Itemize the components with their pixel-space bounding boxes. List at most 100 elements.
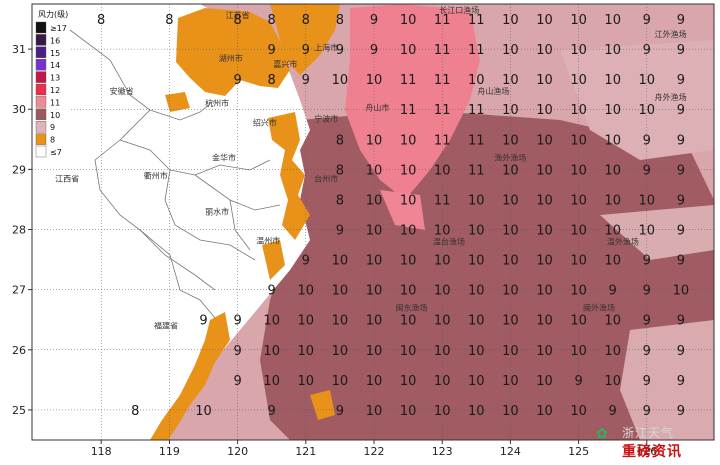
legend-swatch bbox=[35, 83, 47, 96]
wind-force-value: 10 bbox=[570, 254, 587, 269]
wind-force-value: 9 bbox=[370, 43, 378, 58]
wind-force-value: 9 bbox=[302, 73, 310, 88]
wind-force-value: 9 bbox=[643, 314, 651, 329]
wind-force-value: 8 bbox=[97, 13, 105, 28]
wind-force-value: 8 bbox=[336, 163, 344, 178]
wind-force-value: 9 bbox=[677, 254, 685, 269]
wind-force-value: 8 bbox=[268, 13, 276, 28]
wind-force-value: 8 bbox=[336, 193, 344, 208]
wind-force-value: 10 bbox=[366, 224, 383, 239]
wind-force-value: 9 bbox=[336, 43, 344, 58]
wind-force-value: 10 bbox=[400, 404, 417, 419]
legend-swatch bbox=[35, 21, 47, 34]
wind-force-value: 9 bbox=[643, 284, 651, 299]
place-label: 金华市 bbox=[212, 152, 236, 162]
wind-force-value: 9 bbox=[677, 374, 685, 389]
legend-item-label: 10 bbox=[50, 111, 60, 120]
latitude-axis: 31 30 29 28 27 26 25 bbox=[12, 43, 32, 417]
wind-force-value: 10 bbox=[502, 73, 519, 88]
wind-force-value: 10 bbox=[366, 284, 383, 299]
place-label: 渔外渔场 bbox=[494, 152, 526, 162]
wind-force-value: 9 bbox=[643, 254, 651, 269]
wind-force-value: 10 bbox=[468, 374, 485, 389]
wind-force-value: 10 bbox=[298, 284, 315, 299]
wind-force-value: 10 bbox=[536, 374, 553, 389]
wind-force-value: 11 bbox=[434, 103, 451, 118]
longitude-axis: 118 119 120 121 122 123 124 125 126 bbox=[91, 440, 657, 458]
wind-force-value: 10 bbox=[502, 284, 519, 299]
wind-force-value: 10 bbox=[604, 163, 621, 178]
wind-force-value: 10 bbox=[639, 73, 656, 88]
place-label: 闽外渔场 bbox=[583, 303, 615, 313]
x-tick-label: 123 bbox=[432, 445, 453, 458]
x-tick-label: 122 bbox=[364, 445, 385, 458]
legend: 风力(级) ≥17 16 15 14 13 12 11 10 9 8 ≤7 bbox=[33, 5, 69, 163]
legend-swatch bbox=[35, 108, 47, 121]
place-label: 嘉兴市 bbox=[273, 59, 297, 69]
wind-force-value: 11 bbox=[468, 13, 485, 28]
wind-force-value: 9 bbox=[199, 314, 207, 329]
place-label: 温外渔场 bbox=[607, 237, 639, 247]
wind-force-value: 10 bbox=[263, 374, 280, 389]
wind-force-value: 9 bbox=[302, 43, 310, 58]
wind-force-value: 10 bbox=[502, 404, 519, 419]
wind-force-value: 10 bbox=[332, 73, 349, 88]
wind-force-value: 10 bbox=[332, 284, 349, 299]
wind-force-value: 10 bbox=[332, 314, 349, 329]
wind-force-value: 10 bbox=[502, 133, 519, 148]
wind-force-value: 10 bbox=[536, 193, 553, 208]
wind-force-value: 10 bbox=[570, 73, 587, 88]
wind-force-value: 10 bbox=[263, 344, 280, 359]
wind-force-value: 9 bbox=[574, 374, 582, 389]
place-label: 温州市 bbox=[256, 235, 280, 245]
wind-force-value: 10 bbox=[536, 133, 553, 148]
place-label: 湖州市 bbox=[219, 53, 243, 63]
wind-force-value: 10 bbox=[400, 13, 417, 28]
wind-force-value: 10 bbox=[468, 73, 485, 88]
wind-force-value: 10 bbox=[604, 254, 621, 269]
wind-force-value: 10 bbox=[400, 254, 417, 269]
wind-force-value: 8 bbox=[336, 13, 344, 28]
place-label: 长江口渔场 bbox=[439, 5, 479, 15]
wind-force-value: 10 bbox=[366, 404, 383, 419]
place-label: 江外渔场 bbox=[655, 29, 687, 39]
wind-force-value: 10 bbox=[468, 224, 485, 239]
wind-force-value: 10 bbox=[434, 314, 451, 329]
wind-force-value: 10 bbox=[570, 13, 587, 28]
wind-force-value: 10 bbox=[468, 254, 485, 269]
wind-force-value: 10 bbox=[673, 284, 690, 299]
wind-force-value: 10 bbox=[468, 404, 485, 419]
province-boundaries bbox=[69, 29, 281, 319]
wind-force-value: 10 bbox=[604, 43, 621, 58]
wind-force-value: 10 bbox=[604, 13, 621, 28]
wind-force-value: 10 bbox=[536, 314, 553, 329]
place-label: 衢州市 bbox=[144, 170, 168, 180]
wind-force-value: 9 bbox=[643, 404, 651, 419]
wind-force-value: 8 bbox=[268, 73, 276, 88]
place-label: 安徽省 bbox=[110, 86, 134, 96]
wind-force-value: 10 bbox=[298, 374, 315, 389]
legend-item-label: ≤7 bbox=[50, 148, 62, 157]
wind-force-value: 9 bbox=[677, 43, 685, 58]
legend-swatch bbox=[35, 46, 47, 58]
place-label: 福建省 bbox=[154, 321, 178, 331]
wind-force-value: 10 bbox=[570, 133, 587, 148]
wind-force-value: 11 bbox=[434, 43, 451, 58]
x-tick-label: 126 bbox=[636, 445, 657, 458]
place-label: 舟外渔场 bbox=[655, 92, 687, 102]
legend-item-label: 8 bbox=[50, 136, 55, 145]
legend-item-label: ≥17 bbox=[50, 24, 67, 33]
place-label: 绍兴市 bbox=[253, 117, 277, 127]
wind-force-value: 10 bbox=[332, 374, 349, 389]
wind-force-value: 10 bbox=[570, 284, 587, 299]
place-label: 宁波市 bbox=[314, 113, 338, 123]
wind-force-value: 9 bbox=[643, 163, 651, 178]
wind-force-value: 10 bbox=[434, 344, 451, 359]
wind-force-value: 10 bbox=[400, 224, 417, 239]
legend-title: 风力(级) bbox=[38, 9, 68, 19]
wind-force-value: 10 bbox=[332, 344, 349, 359]
wind-force-value: 9 bbox=[233, 73, 241, 88]
y-tick-label: 29 bbox=[12, 163, 26, 176]
wind-force-value: 10 bbox=[570, 404, 587, 419]
